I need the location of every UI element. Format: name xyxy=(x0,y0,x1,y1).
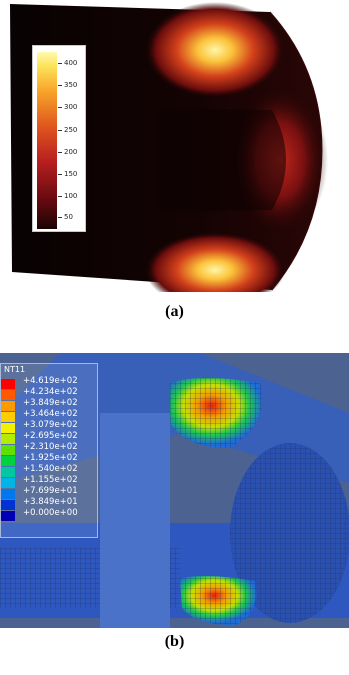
colorbar-label: 100 xyxy=(64,192,78,200)
legend-swatch xyxy=(1,456,15,466)
fea-temperature-plot-b: NT11 +4.619e+02 +4.234e+02 +3.849e+02 +3… xyxy=(0,353,349,628)
colorbar-label: 200 xyxy=(64,148,78,156)
legend-entry: +3.079e+02 xyxy=(1,420,99,433)
legend-swatch xyxy=(1,401,15,411)
legend-swatch xyxy=(1,478,15,488)
legend-value: +1.540e+02 xyxy=(23,464,78,474)
legend-value: +3.079e+02 xyxy=(23,420,78,430)
legend-swatch xyxy=(1,390,15,400)
legend-value: +3.849e+01 xyxy=(23,497,78,507)
colorbar-label: 50 xyxy=(64,213,73,221)
legend-title: NT11 xyxy=(4,365,26,374)
colorbar-tick xyxy=(58,130,62,131)
colorbar-label: 250 xyxy=(64,126,78,134)
colorbar-label: 150 xyxy=(64,170,78,178)
colorbar-label: 400 xyxy=(64,59,78,67)
legend-value: +3.849e+02 xyxy=(23,398,78,408)
colorbar-tick xyxy=(58,196,62,197)
legend-entry: +2.695e+02 xyxy=(1,431,99,444)
legend-value: +2.695e+02 xyxy=(23,431,78,441)
legend-entry: +4.234e+02 xyxy=(1,387,99,400)
legend-swatch xyxy=(1,511,15,521)
legend-entry: +1.925e+02 xyxy=(1,453,99,466)
nt11-legend: NT11 +4.619e+02 +4.234e+02 +3.849e+02 +3… xyxy=(0,363,98,538)
legend-swatch xyxy=(1,467,15,477)
colorbar-tick xyxy=(58,107,62,108)
legend-value: +4.619e+02 xyxy=(23,376,78,386)
legend-entry: +0.000e+00 xyxy=(1,508,99,521)
colorbar-label: 300 xyxy=(64,103,78,111)
legend-entry: +3.849e+01 xyxy=(1,497,99,510)
legend-swatch xyxy=(1,445,15,455)
legend-value: +2.310e+02 xyxy=(23,442,78,452)
thermal-contour-plot-a: 400 350 300 250 200 150 100 50 xyxy=(10,0,328,292)
legend-value: +3.464e+02 xyxy=(23,409,78,419)
legend-value: +1.155e+02 xyxy=(23,475,78,485)
colorbar-label: 350 xyxy=(64,81,78,89)
legend-entry: +1.155e+02 xyxy=(1,475,99,488)
legend-swatch xyxy=(1,423,15,433)
colorbar-tick xyxy=(58,63,62,64)
legend-swatch xyxy=(1,489,15,499)
fea-mesh-render xyxy=(0,353,349,628)
legend-value: +0.000e+00 xyxy=(23,508,78,518)
heated-tube-end-render xyxy=(10,2,328,292)
legend-swatch xyxy=(1,379,15,389)
caption-a: (a) xyxy=(165,303,184,320)
colorbar-gradient xyxy=(37,52,57,229)
legend-entry: +3.849e+02 xyxy=(1,398,99,411)
legend-value: +4.234e+02 xyxy=(23,387,78,397)
colorbar: 400 350 300 250 200 150 100 50 xyxy=(32,45,86,232)
colorbar-tick xyxy=(58,174,62,175)
legend-value: +7.699e+01 xyxy=(23,486,78,496)
legend-entry: +2.310e+02 xyxy=(1,442,99,455)
legend-entry: +7.699e+01 xyxy=(1,486,99,499)
colorbar-tick xyxy=(58,152,62,153)
legend-entry: +3.464e+02 xyxy=(1,409,99,422)
legend-entry: +1.540e+02 xyxy=(1,464,99,477)
colorbar-tick xyxy=(58,85,62,86)
legend-value: +1.925e+02 xyxy=(23,453,78,463)
legend-swatch xyxy=(1,434,15,444)
legend-swatch xyxy=(1,500,15,510)
colorbar-tick xyxy=(58,217,62,218)
caption-b: (b) xyxy=(164,633,185,650)
legend-entry: +4.619e+02 xyxy=(1,376,99,389)
legend-swatch xyxy=(1,412,15,422)
